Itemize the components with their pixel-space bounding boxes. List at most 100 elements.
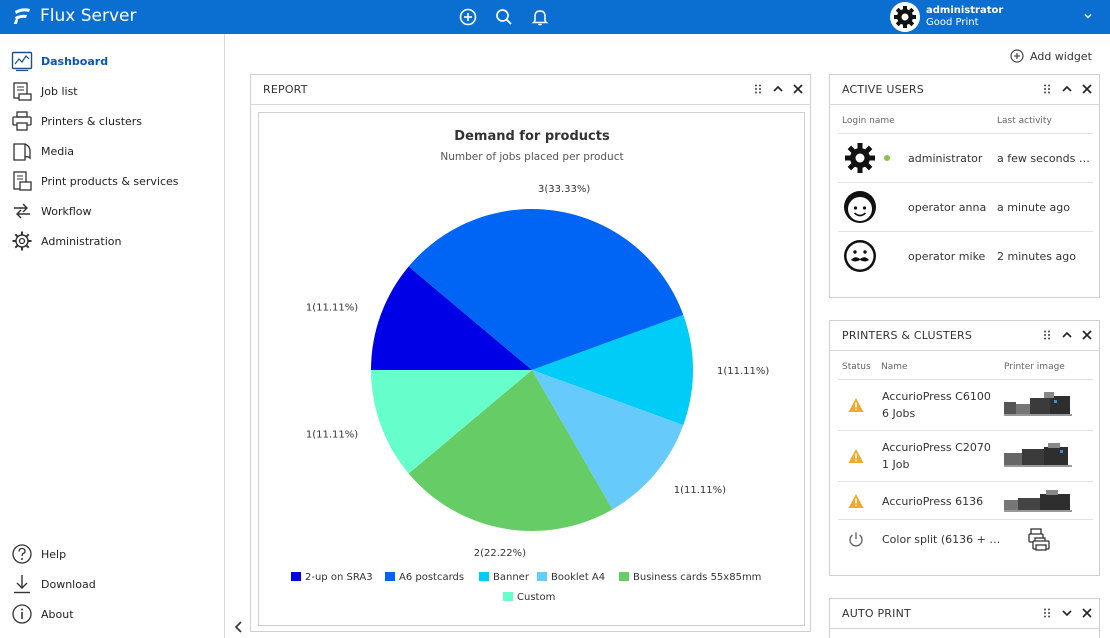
help-icon — [12, 544, 32, 564]
sidebar-item-about[interactable]: About — [11, 603, 74, 625]
user-login: operator mike — [908, 250, 986, 263]
pie-slice[interactable] — [532, 314, 693, 426]
sidebar-item-print-products[interactable]: Print products & services — [11, 170, 179, 192]
pie-slice[interactable] — [408, 209, 684, 370]
user-last-activity: a minute ago — [997, 201, 1070, 214]
close-icon[interactable] — [1081, 329, 1093, 341]
chevron-down-icon[interactable] — [1061, 607, 1073, 619]
table-row[interactable]: administrator a few seconds … — [838, 133, 1093, 182]
sidebar-item-job-list[interactable]: Job list — [11, 80, 78, 102]
user-menu[interactable]: administrator Good Print — [890, 2, 1003, 32]
table-row[interactable]: operator anna a minute ago — [838, 182, 1093, 231]
job-list-icon — [13, 82, 32, 101]
pie-slice[interactable] — [371, 370, 532, 474]
bell-icon[interactable] — [530, 7, 550, 27]
table-row[interactable]: Color split (6136 + … — [838, 519, 1093, 557]
sidebar-item-label: Media — [41, 144, 75, 158]
legend-swatch — [385, 572, 395, 581]
printers-clusters-widget: PRINTERS & CLUSTERS Status Name Printer … — [829, 320, 1100, 576]
printer-name: AccurioPress C6100 — [882, 390, 991, 403]
slice-label: 3(33.33%) — [538, 184, 590, 195]
smile-avatar-icon — [844, 191, 876, 223]
top-actions — [458, 7, 550, 27]
sidebar-item-label: Administration — [41, 234, 122, 248]
report-header: REPORT — [251, 75, 810, 105]
user-name: administrator — [926, 5, 1004, 16]
sidebar-item-download[interactable]: Download — [11, 573, 96, 595]
warning-icon — [848, 494, 864, 508]
table-row[interactable]: operator mike 2 minutes ago — [838, 231, 1093, 280]
legend-item[interactable]: A6 postcards — [399, 572, 464, 583]
pie-slice[interactable] — [408, 370, 613, 531]
sidebar-item-label: Printers & clusters — [41, 114, 143, 128]
legend-swatch — [479, 572, 489, 581]
collapse-sidebar-icon[interactable] — [233, 620, 245, 634]
brand[interactable]: Flux Server — [12, 6, 137, 26]
close-icon[interactable] — [792, 83, 804, 95]
add-circle-icon[interactable] — [458, 7, 478, 27]
close-icon[interactable] — [1081, 83, 1093, 95]
app-title: Flux Server — [40, 6, 137, 26]
drag-handle-icon[interactable] — [1041, 607, 1053, 619]
column-header-login: Login name — [842, 116, 895, 126]
sidebar-item-printers-clusters[interactable]: Printers & clusters — [11, 110, 142, 132]
auto-print-widget: AUTO PRINT — [829, 598, 1100, 638]
legend-swatch — [537, 572, 547, 581]
sidebar-item-label: Help — [41, 547, 67, 561]
drag-handle-icon[interactable] — [1041, 329, 1053, 341]
close-icon[interactable] — [1081, 607, 1093, 619]
sidebar-item-label: Workflow — [41, 204, 92, 218]
info-icon — [12, 604, 32, 624]
sidebar-item-dashboard[interactable]: Dashboard — [11, 50, 108, 72]
dashboard-icon — [11, 51, 33, 72]
pie-slice[interactable] — [371, 266, 532, 370]
report-title: REPORT — [263, 83, 308, 96]
chevron-up-icon[interactable] — [1061, 329, 1073, 341]
auto-print-title: AUTO PRINT — [842, 607, 911, 620]
media-icon — [13, 143, 31, 161]
sidebar-item-media[interactable]: Media — [11, 140, 74, 162]
sidebar-item-help[interactable]: Help — [11, 543, 66, 565]
sidebar-item-workflow[interactable]: Workflow — [11, 200, 92, 222]
legend-swatch — [291, 572, 301, 581]
download-icon — [14, 575, 30, 594]
user-last-activity: 2 minutes ago — [997, 250, 1076, 263]
legend-item[interactable]: 2-up on SRA3 — [305, 572, 373, 583]
legend-item[interactable]: Business cards 55x85mm — [633, 572, 761, 583]
legend-item[interactable]: Banner — [493, 572, 530, 583]
report-widget: REPORT Demand for products Number of job… — [250, 74, 811, 632]
pie-slice[interactable] — [532, 370, 684, 510]
sidebar-item-label: Job list — [41, 84, 78, 98]
table-row[interactable]: AccurioPress 6136 — [838, 481, 1093, 519]
drag-handle-icon[interactable] — [752, 83, 764, 95]
sidebar-item-administration[interactable]: Administration — [11, 230, 122, 252]
top-bar: Flux Server — [0, 0, 1110, 34]
user-last-activity: a few seconds … — [997, 152, 1089, 165]
sidebar-item-label: Print products & services — [41, 174, 179, 188]
printer-image-icon — [1004, 490, 1072, 512]
printer-name: Color split (6136 + … — [882, 533, 1001, 546]
chevron-up-icon[interactable] — [772, 83, 784, 95]
slice-label: 1(11.11%) — [717, 366, 769, 377]
flux-logo-icon — [14, 8, 30, 24]
chart-title: Demand for products — [454, 129, 610, 144]
slice-label: 2(22.22%) — [474, 548, 526, 559]
legend-item[interactable]: Custom — [517, 592, 555, 603]
drag-handle-icon[interactable] — [1041, 83, 1053, 95]
legend-swatch — [619, 572, 629, 581]
active-users-header: ACTIVE USERS — [830, 75, 1099, 105]
chevron-down-icon[interactable] — [1083, 11, 1093, 21]
table-row[interactable]: AccurioPress C6100 6 Jobs — [838, 379, 1093, 430]
printer-image-icon — [1004, 443, 1072, 467]
sidebar-item-label: Download — [41, 577, 96, 591]
chevron-up-icon[interactable] — [1061, 83, 1073, 95]
user-login: operator anna — [908, 201, 987, 214]
gear-icon — [894, 6, 916, 28]
table-row[interactable]: AccurioPress C2070 1 Job — [838, 430, 1093, 481]
search-icon[interactable] — [494, 7, 514, 27]
slice-label: 1(11.11%) — [306, 303, 358, 314]
sidebar-item-label: Dashboard — [41, 54, 109, 68]
add-widget-button[interactable]: Add widget — [1010, 49, 1092, 63]
slice-label: 1(11.11%) — [306, 429, 358, 440]
legend-item[interactable]: Booklet A4 — [551, 572, 605, 583]
